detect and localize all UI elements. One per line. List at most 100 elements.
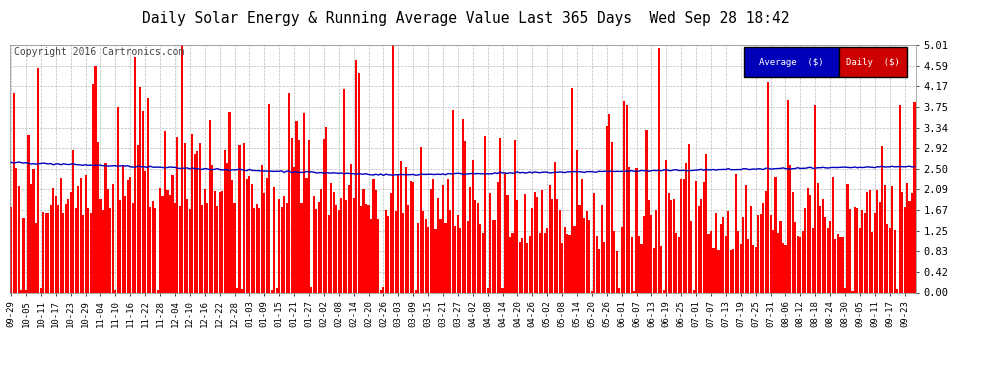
Bar (425, 219, 427, 292)
Bar (328, 214, 330, 292)
Bar (333, 192, 335, 292)
Text: Daily Solar Energy & Running Average Value Last 365 Days  Wed Sep 28 18:42: Daily Solar Energy & Running Average Val… (142, 11, 789, 26)
Bar (489, 194, 491, 292)
Bar (849, 209, 851, 292)
Bar (621, 227, 623, 292)
Bar (211, 165, 213, 292)
FancyBboxPatch shape (839, 48, 907, 77)
Bar (911, 193, 913, 292)
Bar (874, 213, 876, 292)
Bar (497, 182, 499, 292)
Bar (695, 182, 697, 292)
Bar (112, 183, 114, 292)
Bar (204, 189, 206, 292)
Bar (670, 200, 672, 292)
Bar (744, 184, 746, 292)
Bar (179, 206, 181, 292)
Bar (802, 231, 804, 292)
Bar (507, 195, 509, 292)
Bar (628, 167, 631, 292)
Bar (275, 288, 278, 292)
Bar (636, 168, 638, 292)
Bar (382, 287, 384, 292)
Bar (881, 147, 883, 292)
Bar (445, 223, 446, 292)
Bar (782, 243, 784, 292)
Bar (377, 219, 379, 292)
Bar (655, 210, 657, 292)
Bar (25, 290, 27, 292)
Bar (114, 290, 117, 292)
Bar (154, 209, 156, 292)
Bar (94, 66, 97, 292)
Bar (186, 199, 188, 292)
Bar (318, 202, 320, 292)
Bar (446, 179, 449, 292)
Bar (176, 137, 178, 292)
Bar (295, 121, 298, 292)
Bar (899, 105, 901, 292)
Bar (901, 192, 903, 292)
Bar (250, 184, 252, 292)
Bar (288, 93, 290, 292)
Bar (837, 234, 839, 292)
Bar (718, 250, 720, 292)
Bar (410, 182, 412, 292)
Bar (241, 289, 243, 292)
Bar (461, 119, 464, 292)
Bar (338, 210, 340, 292)
Bar (583, 218, 585, 292)
Bar (350, 164, 352, 292)
Bar (527, 243, 529, 292)
Bar (375, 190, 377, 292)
Bar (733, 249, 735, 292)
Bar (454, 226, 456, 292)
Bar (623, 101, 626, 292)
Bar (633, 291, 636, 292)
Bar (400, 160, 402, 292)
Bar (18, 186, 20, 292)
Bar (464, 141, 466, 292)
Bar (164, 131, 166, 292)
Bar (107, 189, 109, 292)
Bar (40, 288, 42, 292)
Bar (647, 200, 650, 292)
Bar (799, 237, 801, 292)
Bar (62, 213, 64, 292)
Bar (355, 60, 357, 292)
Bar (184, 143, 186, 292)
Bar (772, 230, 774, 292)
Bar (280, 207, 283, 292)
Bar (757, 215, 759, 292)
Bar (405, 167, 407, 292)
Bar (92, 84, 94, 292)
Bar (127, 180, 129, 292)
Bar (896, 290, 898, 292)
Bar (97, 142, 99, 292)
Bar (142, 111, 144, 292)
Bar (236, 288, 238, 292)
Bar (474, 200, 476, 292)
Bar (130, 177, 132, 292)
Bar (417, 223, 419, 292)
Bar (290, 138, 293, 292)
Bar (690, 221, 692, 292)
Bar (593, 193, 595, 292)
Bar (221, 191, 223, 292)
Bar (906, 183, 908, 292)
Bar (735, 174, 737, 292)
Bar (132, 203, 134, 292)
Bar (263, 193, 265, 292)
Bar (660, 246, 662, 292)
Bar (638, 236, 641, 292)
Bar (459, 228, 461, 292)
Bar (762, 203, 764, 292)
Bar (321, 189, 323, 292)
Bar (563, 227, 565, 292)
Bar (673, 199, 675, 292)
Bar (652, 248, 655, 292)
Bar (774, 177, 776, 292)
Bar (797, 236, 799, 292)
Bar (72, 150, 74, 292)
Bar (231, 180, 233, 292)
